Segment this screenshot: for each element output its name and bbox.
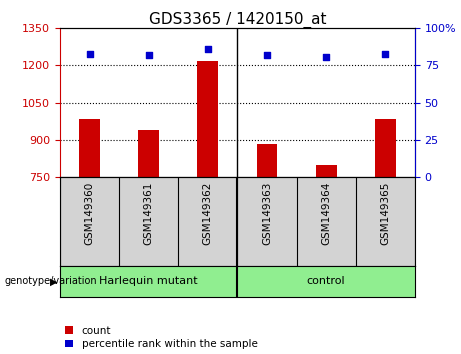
Legend: count, percentile rank within the sample: count, percentile rank within the sample [65, 326, 258, 349]
Bar [79, 119, 100, 177]
Point [263, 52, 271, 58]
Text: GSM149362: GSM149362 [203, 181, 213, 245]
Point [86, 51, 93, 56]
Text: control: control [307, 276, 345, 286]
Text: Harlequin mutant: Harlequin mutant [100, 276, 198, 286]
Point [322, 54, 330, 59]
Text: GSM149364: GSM149364 [321, 181, 331, 245]
Text: GSM149363: GSM149363 [262, 181, 272, 245]
Text: genotype/variation: genotype/variation [5, 276, 97, 286]
Text: GSM149361: GSM149361 [144, 181, 154, 245]
Bar [257, 144, 278, 177]
Bar [138, 130, 159, 177]
Bar [316, 165, 337, 177]
Point [204, 46, 212, 52]
Bar [197, 61, 218, 177]
Bar [375, 119, 396, 177]
Text: ▶: ▶ [50, 276, 58, 286]
Text: GSM149365: GSM149365 [380, 181, 390, 245]
Title: GDS3365 / 1420150_at: GDS3365 / 1420150_at [148, 12, 326, 28]
Point [145, 52, 152, 58]
Text: GSM149360: GSM149360 [84, 181, 95, 245]
Point [382, 51, 389, 56]
